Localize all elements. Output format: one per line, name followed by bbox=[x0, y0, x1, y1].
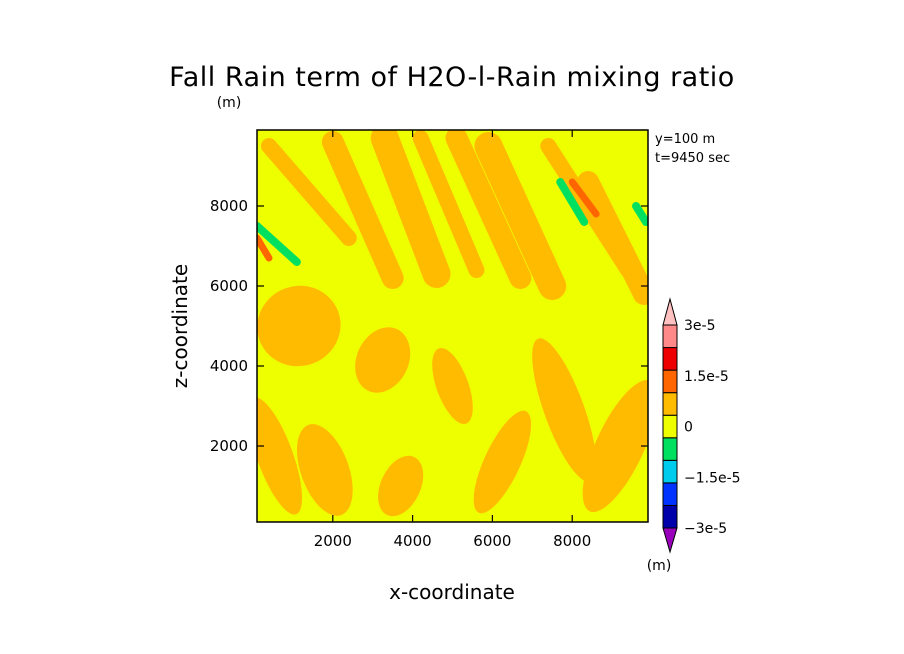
negative-patch-1 bbox=[556, 178, 589, 226]
colorbar-box bbox=[662, 437, 678, 461]
plot-frame bbox=[256, 129, 649, 523]
colorbar-label: 1.5e-5 bbox=[684, 369, 729, 385]
colorbar-box bbox=[662, 459, 678, 484]
colorbar-box bbox=[662, 414, 678, 439]
y-axis: 2000 4000 6000 8000 bbox=[210, 197, 648, 455]
colorbar-box bbox=[662, 369, 678, 394]
y-tick-label: 4000 bbox=[210, 357, 248, 375]
contour-field bbox=[257, 130, 648, 517]
positive-patch-1 bbox=[355, 327, 411, 393]
streak-5 bbox=[474, 132, 567, 300]
x-axis-label: x-coordinate bbox=[389, 580, 515, 604]
positive-patch-8 bbox=[257, 397, 303, 515]
colorbar-label: −3e-5 bbox=[684, 521, 727, 537]
colorbar-box bbox=[662, 392, 678, 416]
positive-patch-5 bbox=[582, 379, 648, 513]
y-axis-label: z-coordinate bbox=[168, 264, 192, 388]
y-tick-label: 6000 bbox=[210, 277, 248, 295]
positive-patch-6 bbox=[296, 424, 353, 516]
x-axis: 2000 4000 6000 8000 bbox=[314, 130, 591, 550]
colorbar-box bbox=[662, 324, 678, 349]
colorbar-box bbox=[662, 347, 678, 371]
colorbar-label: 3e-5 bbox=[684, 318, 715, 334]
colorbar-unit: (m) bbox=[647, 558, 672, 574]
info-time: t=9450 sec bbox=[655, 151, 730, 166]
colorbar-label: −1.5e-5 bbox=[684, 470, 741, 486]
colorbar-min-extension bbox=[662, 527, 678, 554]
colorbar-label: 0 bbox=[684, 420, 693, 436]
colorbar-box bbox=[662, 482, 678, 506]
streak-1 bbox=[321, 131, 404, 289]
colorbar-box bbox=[662, 504, 678, 529]
title-unit: (m) bbox=[217, 95, 242, 111]
x-tick-label: 4000 bbox=[394, 532, 432, 550]
streak-3 bbox=[412, 130, 485, 278]
streak-2 bbox=[370, 130, 451, 288]
positive-patch-2 bbox=[432, 348, 473, 424]
strong-positive-patch-1 bbox=[257, 234, 273, 262]
negative-patch-0 bbox=[257, 222, 301, 266]
streak-0 bbox=[260, 138, 357, 246]
positive-patch-0 bbox=[257, 285, 341, 367]
positive-patch-3 bbox=[473, 410, 532, 514]
y-tick-label: 2000 bbox=[210, 437, 248, 455]
strong-positive-patch-0 bbox=[568, 178, 600, 218]
positive-patch-7 bbox=[378, 455, 424, 517]
y-tick-label: 8000 bbox=[210, 197, 248, 215]
negative-patch-2 bbox=[632, 202, 648, 226]
chart-title: Fall Rain term of H2O-l-Rain mixing rati… bbox=[169, 62, 735, 93]
x-tick-label: 8000 bbox=[553, 532, 591, 550]
colorbar: 3e-5 1.5e-5 0 −1.5e-5 −3e-5 bbox=[662, 297, 741, 554]
x-tick-label: 2000 bbox=[314, 532, 352, 550]
colorbar-max-extension bbox=[662, 297, 678, 326]
x-tick-label: 6000 bbox=[473, 532, 511, 550]
streak-7 bbox=[577, 171, 648, 305]
streak-4 bbox=[445, 130, 532, 289]
info-y-position: y=100 m bbox=[655, 132, 715, 147]
positive-patch-4 bbox=[532, 338, 597, 482]
